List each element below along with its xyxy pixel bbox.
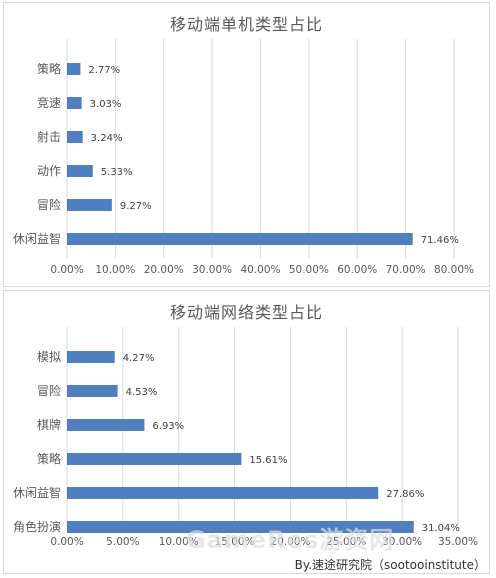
category-label: 动作 [37,164,61,178]
category-label: 模拟 [37,350,61,364]
bar [67,199,112,211]
chart-panel-online: 移动端网络类型占比 0.00% 5.00% 10.00% 15.00% 20.00% 25… [3,290,490,574]
chart-title-standalone: 移动端单机类型占比 [169,15,323,34]
source-note: By.速途研究院（sootooinstitute） [294,558,486,572]
x-tick-label: 20.00% [270,536,310,548]
x-tick-label: 50.00% [289,264,329,276]
x-tick-label: 35.00% [438,536,478,548]
chart-online-types: 0.00% 5.00% 10.00% 15.00% 20.00% 25.00% 30.00%… [13,327,478,548]
bar [67,487,379,499]
bar [67,63,81,75]
x-tick-label: 60.00% [337,264,377,276]
data-label: 3.24% [91,133,123,144]
x-tick-label: 30.00% [382,536,422,548]
x-tick-label: 0.00% [50,536,83,548]
category-label: 冒险 [37,383,61,398]
x-tick-label: 70.00% [386,264,426,276]
chart-title-online: 移动端网络类型占比 [169,303,323,322]
category-label: 棋牌 [37,418,61,432]
data-label: 27.86% [386,489,424,500]
category-label: 竞速 [37,96,61,110]
chart-standalone-types: 0.00% 10.00% 20.00% 30.00% 40.00% 50.00% 60.00… [13,39,474,276]
bar [67,385,118,397]
data-label: 71.46% [421,235,459,246]
bar [67,419,145,431]
data-label: 4.53% [126,387,158,398]
bar [67,521,414,533]
category-label: 策略 [37,451,61,466]
bar [67,165,93,177]
data-label: 6.93% [152,421,184,432]
category-label: 射击 [37,129,61,144]
x-tick-label: 30.00% [192,264,232,276]
category-label: 策略 [37,61,61,76]
data-label: 31.04% [422,523,460,534]
category-label: 冒险 [37,197,61,212]
x-tick-label: 20.00% [144,264,184,276]
category-label: 休闲益智 [13,231,61,246]
data-label: 9.27% [120,201,152,212]
bar [67,453,242,465]
data-label: 3.03% [90,99,122,110]
x-tick-label: 10.00% [95,264,135,276]
data-label: 15.61% [249,455,287,466]
x-tick-label: 15.00% [215,536,255,548]
x-tick-label: 5.00% [106,536,139,548]
data-label: 5.33% [101,167,133,178]
chart-panel-standalone: 移动端单机类型占比 0.00% 10.00% 20.00% 30.00% 40.00% 5… [3,2,490,287]
category-label: 休闲益智 [13,485,61,500]
x-tick-label: 25.00% [326,536,366,548]
x-tick-label: 10.00% [159,536,199,548]
bar [67,233,413,245]
data-label: 4.27% [123,353,155,364]
bar [67,131,83,143]
category-label: 角色扮演 [13,519,61,534]
watermark-text: GameRes游资网 [186,526,395,554]
x-tick-label: 80.00% [434,264,474,276]
x-tick-label: 40.00% [240,264,280,276]
x-tick-label: 0.00% [50,264,83,276]
bar [67,97,82,109]
data-label: 2.77% [88,65,120,76]
bar [67,351,115,363]
